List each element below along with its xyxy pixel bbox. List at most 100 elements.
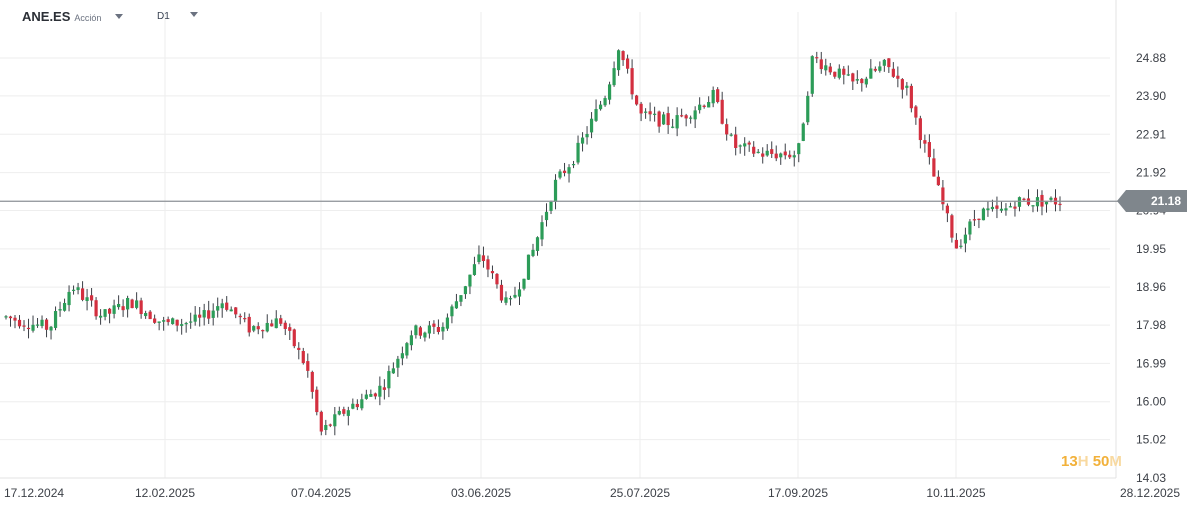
y-tick-label: 19.95	[1136, 242, 1166, 256]
candle-body-down	[634, 95, 639, 105]
symbol-selector[interactable]: ANE.ES Acción	[22, 9, 124, 24]
candle-body-up	[360, 399, 364, 409]
candle	[508, 295, 513, 306]
candle	[175, 319, 179, 332]
candle	[1022, 197, 1026, 201]
symbol-name: ANE.ES	[22, 9, 71, 24]
candle	[833, 71, 837, 79]
candle-body-up	[202, 310, 206, 318]
candle-body-down	[887, 58, 891, 68]
candle	[157, 321, 161, 331]
candle-body-up	[220, 303, 224, 309]
candle-body-down	[283, 322, 287, 329]
candle-body-up	[580, 137, 585, 144]
x-tick-label: 10.11.2025	[926, 486, 985, 500]
candle	[653, 106, 657, 122]
candle	[756, 148, 760, 154]
candle	[234, 307, 238, 319]
candle-body-down	[107, 308, 112, 314]
candle	[783, 143, 787, 160]
candle-body-up	[607, 84, 612, 100]
candle	[918, 115, 922, 149]
candle	[112, 299, 116, 319]
candle	[436, 319, 441, 335]
candle	[846, 65, 850, 77]
y-axis: 24.8823.9022.9121.9220.9419.9518.9617.98…	[1136, 51, 1166, 485]
candle	[797, 142, 801, 163]
candle-body-down	[175, 319, 179, 326]
candle	[630, 59, 634, 100]
candle	[860, 77, 864, 92]
candle	[297, 342, 301, 360]
candle-body-down	[292, 329, 296, 347]
candle-body-up	[589, 118, 594, 133]
candle	[774, 145, 778, 162]
candle-body-down	[918, 118, 922, 141]
candle-body-up	[729, 134, 733, 136]
candle-body-down	[828, 66, 832, 73]
candle	[725, 118, 729, 141]
y-tick-label: 14.03	[1136, 471, 1166, 485]
candle	[441, 322, 445, 340]
candle	[328, 423, 332, 428]
candle-body-down	[621, 51, 625, 61]
candle-body-down	[648, 111, 652, 115]
candle-body-down	[270, 323, 274, 327]
candle	[864, 76, 868, 88]
candle	[35, 318, 40, 328]
candle	[954, 233, 959, 249]
candle	[936, 170, 940, 186]
candle	[193, 306, 197, 326]
candle	[675, 107, 679, 137]
candle-body-up	[423, 332, 427, 338]
candle	[121, 299, 125, 317]
candle-body-down	[315, 389, 319, 413]
candle-body-down	[819, 59, 823, 70]
candle-body-up	[707, 102, 711, 108]
candle-body-down	[977, 218, 981, 220]
candle-body-up	[585, 133, 589, 138]
candle-body-up	[878, 66, 882, 71]
candle-body-up	[544, 211, 549, 221]
y-tick-label: 18.96	[1136, 280, 1166, 294]
candle	[216, 297, 220, 318]
candle	[621, 50, 625, 66]
candle	[31, 315, 35, 333]
y-tick-label: 23.90	[1136, 89, 1166, 103]
candle-body-up	[531, 249, 535, 256]
candle	[914, 105, 918, 125]
candle-body-down	[94, 300, 98, 317]
candle-body-down	[923, 140, 927, 144]
candle-body-down	[639, 103, 643, 114]
candle	[346, 406, 350, 426]
x-tick-label: 17.12.2024	[4, 486, 64, 500]
chevron-down-icon[interactable]	[115, 14, 124, 19]
candle-body-down	[261, 330, 265, 332]
candle	[76, 282, 80, 295]
candle-body-up	[126, 298, 130, 310]
candle-body-down	[945, 205, 949, 214]
candle	[855, 70, 859, 84]
candle-body-up	[779, 153, 783, 158]
candle	[107, 307, 112, 324]
candle	[765, 144, 769, 157]
candle-body-up	[963, 234, 968, 244]
candle-body-up	[792, 155, 796, 158]
candle	[333, 406, 337, 436]
timeframe-selector[interactable]: D1	[157, 11, 198, 22]
candle	[549, 200, 553, 215]
candle	[932, 148, 936, 177]
current-price-badge: 21.18	[1117, 190, 1187, 213]
candle	[184, 321, 188, 333]
candle-body-up	[265, 322, 269, 332]
candle	[607, 81, 612, 105]
candle	[324, 419, 328, 436]
chevron-down-icon[interactable]	[189, 12, 198, 17]
candle-body-down	[972, 219, 977, 221]
x-tick-label: 03.06.2025	[451, 486, 511, 500]
candle	[1013, 200, 1017, 217]
candle-body-down	[342, 409, 346, 414]
candle	[310, 370, 314, 399]
candle-body-up	[369, 394, 373, 397]
